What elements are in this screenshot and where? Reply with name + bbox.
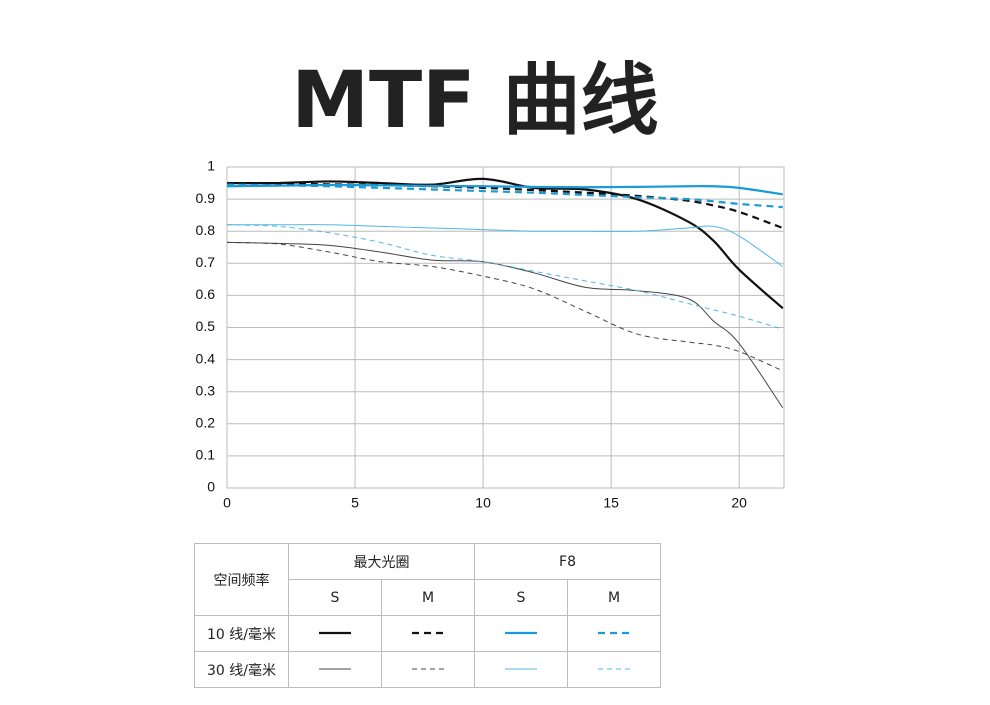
- legend-row: 10 线/毫米: [194, 615, 289, 652]
- legend-column: M: [567, 579, 661, 616]
- series-line: [226, 241, 783, 372]
- legend-sample: [598, 631, 630, 634]
- y-tick-label: 0.1: [196, 447, 216, 463]
- legend-sample: [505, 668, 537, 669]
- x-tick-label: 15: [603, 495, 619, 511]
- y-tick-label: 0.3: [196, 382, 216, 398]
- series-line: [226, 177, 784, 310]
- series-line: [226, 241, 784, 409]
- legend-cell: [474, 651, 568, 688]
- legend-column: S: [288, 579, 382, 616]
- series-line: [226, 224, 783, 330]
- legend-sample: [412, 668, 444, 669]
- plot-frame: [226, 166, 785, 489]
- series-line: [226, 181, 784, 230]
- legend-cell: [474, 615, 568, 652]
- y-tick-label: 0.9: [196, 190, 216, 206]
- legend-row: 30 线/毫米: [194, 651, 289, 688]
- legend-table: 空间频率 最大光圈 F8 S M S M 10 线/毫米 30 线/毫米: [194, 543, 661, 688]
- page-title: MTF 曲线: [291, 56, 659, 146]
- y-tick-label: 0.8: [196, 222, 216, 238]
- x-tick-label: 10: [475, 495, 491, 511]
- y-tick-label: 0.5: [196, 318, 216, 334]
- legend-cell: [288, 615, 382, 652]
- series-line: [227, 224, 784, 267]
- legend-cell: [288, 651, 382, 688]
- legend-group: 最大光圈: [288, 543, 475, 580]
- x-tick-label: 0: [223, 495, 231, 511]
- legend-cell: [381, 615, 475, 652]
- legend-group: F8: [474, 543, 661, 580]
- legend-column: M: [381, 579, 475, 616]
- legend-sample: [319, 631, 351, 634]
- x-tick-label: 5: [351, 495, 359, 511]
- x-tick-label: 20: [731, 495, 747, 511]
- chart: 00.10.20.30.40.50.60.70.80.910 5 10 15 20: [196, 158, 785, 511]
- legend-sample: [412, 631, 444, 634]
- y-tick-label: 0.6: [196, 286, 216, 302]
- y-tick-label: 0.4: [196, 350, 216, 366]
- y-tick-label: 0.7: [196, 254, 216, 270]
- legend-sample: [505, 631, 537, 634]
- y-tick-label: 1: [207, 158, 215, 174]
- legend-sample: [598, 668, 630, 669]
- legend-column: S: [474, 579, 568, 616]
- legend-cell: [381, 651, 475, 688]
- legend-cell: [567, 651, 661, 688]
- legend-cell: [567, 615, 661, 652]
- series-line: [226, 183, 783, 209]
- y-tick-label: 0: [207, 479, 215, 495]
- y-tick-label: 0.2: [196, 415, 216, 431]
- legend-corner: 空间频率: [194, 543, 289, 616]
- legend-sample: [319, 668, 351, 669]
- series-line: [226, 183, 783, 196]
